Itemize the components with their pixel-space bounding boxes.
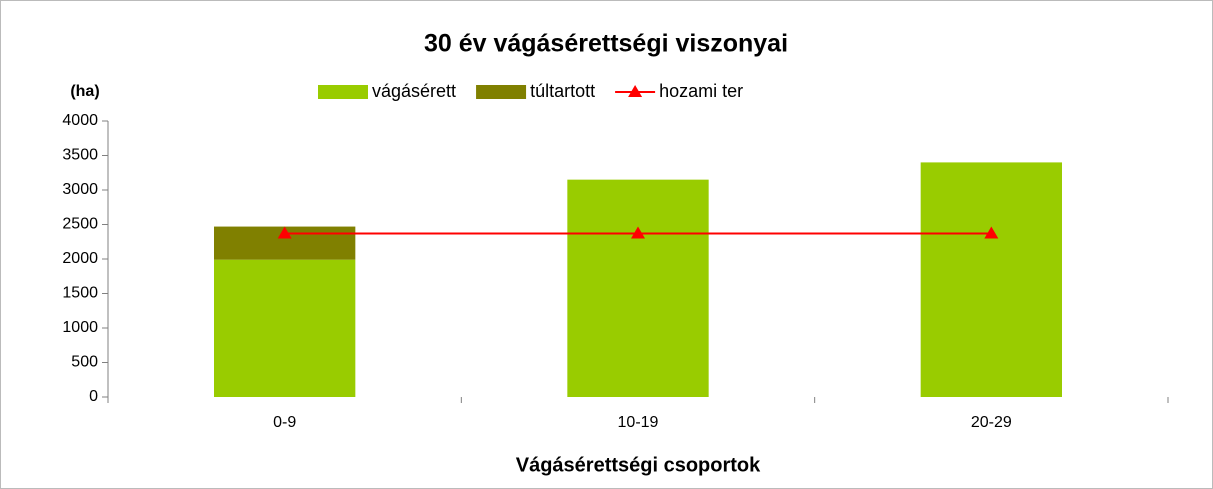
y-tick-label: 1500 (62, 285, 98, 302)
y-tick-label: 3000 (62, 181, 98, 198)
marker (984, 226, 999, 239)
y-tick-label: 2000 (62, 250, 98, 267)
bar (567, 179, 709, 397)
y-tick-label: 4000 (62, 112, 98, 129)
x-axis-label: Vágásérettségi csoportok (516, 454, 761, 476)
legend-label: hozami ter (659, 81, 743, 101)
chart-title: 30 év vágásérettségi viszonyai (424, 30, 788, 58)
y-axis-label: (ha) (70, 83, 99, 100)
legend-marker (628, 85, 643, 97)
x-tick-label: 10-19 (618, 414, 659, 431)
bar (214, 259, 356, 397)
x-tick-label: 20-29 (971, 414, 1012, 431)
legend-label: túltartott (530, 81, 595, 101)
legend-swatch (318, 85, 368, 99)
y-tick-label: 500 (71, 354, 98, 371)
y-tick-label: 2500 (62, 216, 98, 233)
legend-swatch (476, 85, 527, 99)
marker (631, 226, 645, 239)
y-tick-label: 1000 (62, 319, 98, 336)
y-tick-label: 3500 (62, 147, 98, 164)
bar (920, 162, 1062, 397)
legend-label: vágásérett (372, 81, 456, 101)
marker (277, 226, 292, 239)
x-tick-label: 0-9 (273, 414, 296, 431)
y-tick-label: 0 (89, 388, 98, 405)
